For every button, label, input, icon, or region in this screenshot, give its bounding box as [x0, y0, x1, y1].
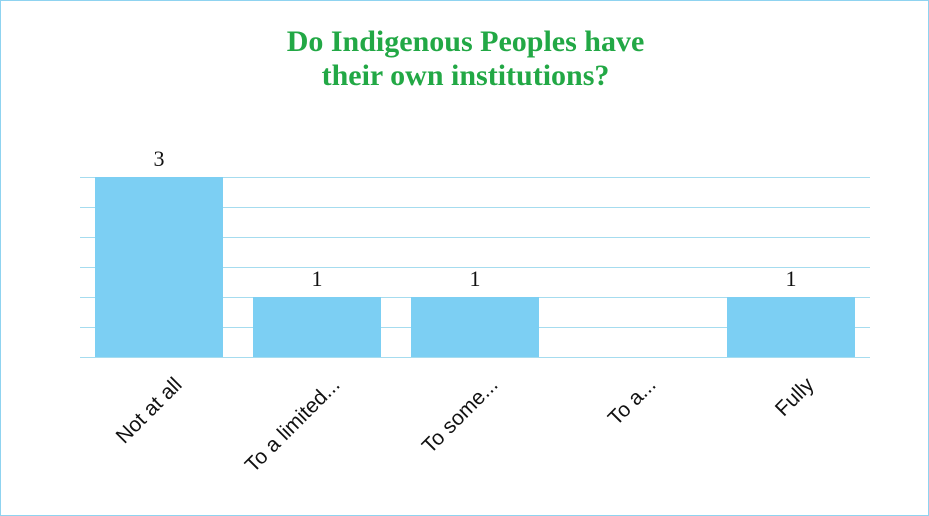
data-label-1: 1 — [312, 266, 323, 291]
bar-2 — [411, 297, 539, 357]
x-tick-label-0: Not at all — [112, 373, 187, 448]
bar-0 — [95, 177, 223, 357]
bar-1 — [253, 297, 381, 357]
x-tick-label-2: To some... — [418, 373, 503, 458]
data-label-0: 3 — [154, 146, 165, 171]
bar-4 — [727, 297, 855, 357]
x-tick-label-1: To a limited... — [241, 373, 345, 477]
x-tick-label-3: To a... — [604, 373, 661, 430]
data-label-2: 1 — [470, 266, 481, 291]
data-label-4: 1 — [786, 266, 797, 291]
chart-title-line-2: their own institutions? — [321, 59, 610, 92]
chart-title-line-1: Do Indigenous Peoples have — [286, 25, 645, 58]
chart-title: Do Indigenous Peoples have their own ins… — [1, 25, 929, 93]
x-tick-label-4: Fully — [771, 373, 819, 421]
